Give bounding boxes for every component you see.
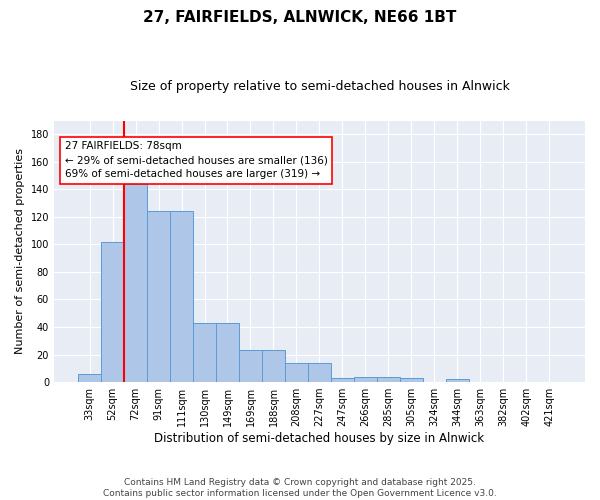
Bar [78,374,101,382]
X-axis label: Distribution of semi-detached houses by size in Alnwick: Distribution of semi-detached houses by … [154,432,485,445]
Text: Contains HM Land Registry data © Crown copyright and database right 2025.
Contai: Contains HM Land Registry data © Crown c… [103,478,497,498]
Bar [216,323,239,382]
Text: 27 FAIRFIELDS: 78sqm
← 29% of semi-detached houses are smaller (136)
69% of semi: 27 FAIRFIELDS: 78sqm ← 29% of semi-detac… [65,142,328,180]
Text: 27, FAIRFIELDS, ALNWICK, NE66 1BT: 27, FAIRFIELDS, ALNWICK, NE66 1BT [143,10,457,25]
Bar [262,350,285,382]
Bar [354,376,377,382]
Bar [124,184,147,382]
Bar [193,323,216,382]
Bar [308,363,331,382]
Bar [400,378,423,382]
Bar [377,376,400,382]
Bar [170,212,193,382]
Bar [147,212,170,382]
Bar [446,380,469,382]
Title: Size of property relative to semi-detached houses in Alnwick: Size of property relative to semi-detach… [130,80,509,93]
Bar [285,363,308,382]
Bar [239,350,262,382]
Bar [331,378,354,382]
Y-axis label: Number of semi-detached properties: Number of semi-detached properties [15,148,25,354]
Bar [101,242,124,382]
